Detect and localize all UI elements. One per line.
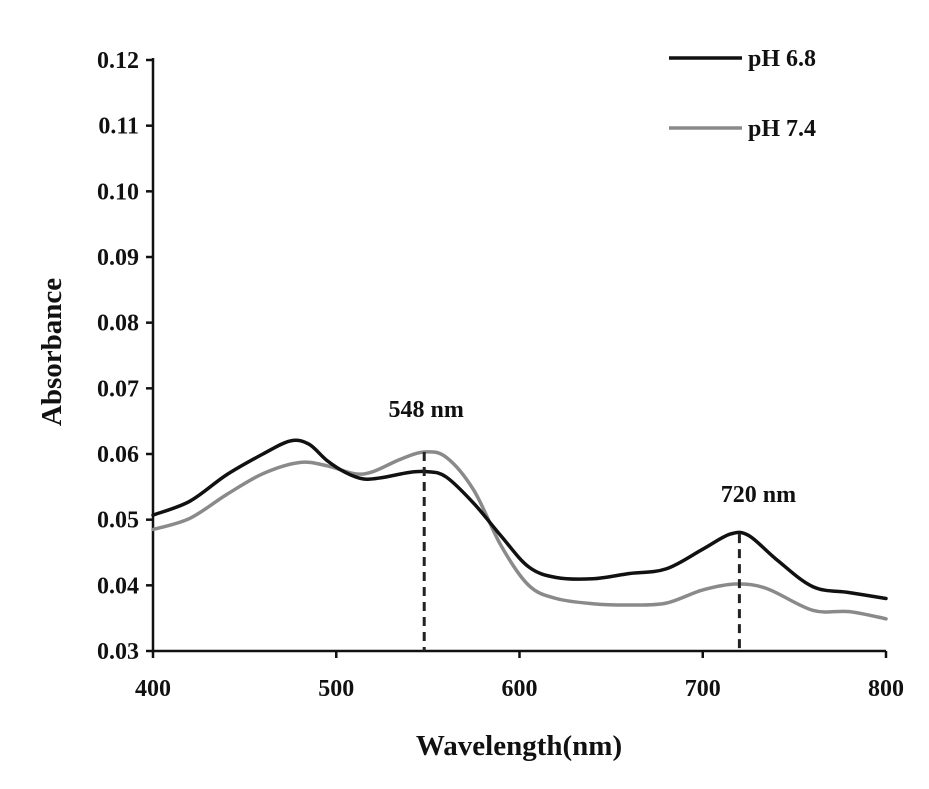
y-tick-label: 0.08	[97, 311, 139, 337]
annotation-label: 548 nm	[389, 397, 464, 423]
series-layer	[151, 438, 888, 621]
y-tick-label: 0.09	[97, 245, 139, 271]
x-tick-label: 700	[685, 676, 721, 702]
y-tick-label: 0.04	[97, 573, 139, 599]
y-tick-label: 0.12	[97, 48, 139, 74]
series-line-ph-7-4	[151, 450, 888, 621]
y-tick-label: 0.05	[97, 508, 139, 534]
y-tick-label: 0.06	[97, 442, 139, 468]
legend-label: pH 7.4	[748, 116, 816, 142]
y-tick-label: 0.07	[97, 376, 139, 402]
series-line-ph-6-8	[151, 438, 888, 601]
x-tick-label: 500	[318, 676, 354, 702]
annotation-label: 720 nm	[721, 482, 796, 508]
x-axis-title: Wavelength(nm)	[416, 730, 622, 762]
y-tick-label: 0.03	[97, 639, 139, 665]
legend-label: pH 6.8	[748, 46, 816, 72]
x-tick-label: 800	[868, 676, 904, 702]
x-tick-label: 600	[502, 676, 538, 702]
y-tick-label: 0.10	[97, 179, 139, 205]
legend: pH 6.8 pH 7.4	[669, 46, 816, 142]
y-axis-title: Absorbance	[36, 278, 68, 426]
annotation-layer: 548 nm 720 nm	[389, 397, 796, 651]
y-tick-label: 0.11	[98, 114, 139, 140]
axes-layer: 0.03 0.04 0.05 0.06 0.07 0.08 0.09 0.10 0.11 0.12…	[97, 48, 904, 702]
x-tick-label: 400	[135, 676, 171, 702]
